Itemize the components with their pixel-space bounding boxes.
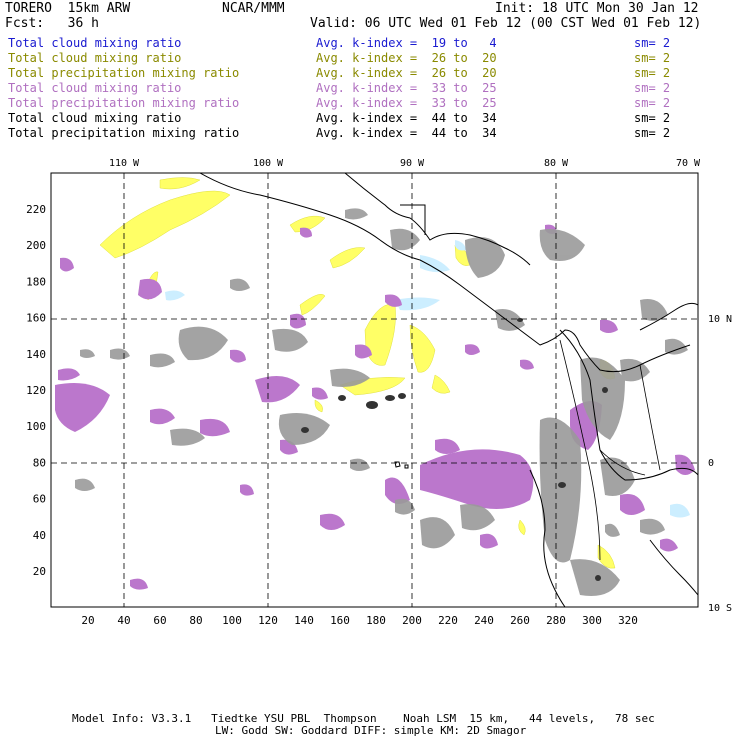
- x-tick-160: 160: [330, 614, 350, 627]
- x-tick-240: 240: [474, 614, 494, 627]
- lon-label-2: 90 W: [400, 158, 425, 169]
- x-tick-140: 140: [294, 614, 314, 627]
- y-tick-80: 80: [33, 456, 46, 469]
- y-tick-20: 20: [33, 565, 46, 578]
- lon-label-0: 110 W: [109, 158, 140, 169]
- dark-cores: [301, 318, 608, 581]
- legend-index-3: Avg. k-index = 26 to 20: [316, 66, 497, 80]
- map-svg: 20 40 60 80 100 120 140 160 180 200 220 240 260 280 30…: [26, 158, 732, 627]
- init-time: Init: 18 UTC Mon 30 Jan 12: [495, 1, 699, 16]
- x-tick-120: 120: [258, 614, 278, 627]
- map-frame: [50, 172, 699, 608]
- legend-sm-4: sm= 2: [634, 81, 671, 95]
- x-tick-300: 300: [582, 614, 602, 627]
- lat-label-0: 10 N: [708, 314, 732, 325]
- legend-field-3: Total precipitation mixing ratio: [8, 66, 240, 80]
- forecast-hour: Fcst: 36 h: [5, 16, 99, 31]
- legend-index-1: Avg. k-index = 19 to 4: [316, 36, 497, 50]
- y-tick-100: 100: [26, 420, 46, 433]
- legend-field-4: Total cloud mixing ratio: [8, 81, 182, 95]
- x-tick-60: 60: [153, 614, 166, 627]
- y-tick-labels: 20 40 60 80 100 120 140 160 180 200 220: [26, 203, 46, 578]
- longitude-labels: 110 W 100 W 90 W 80 W 70 W: [109, 158, 701, 169]
- y-tick-40: 40: [33, 529, 46, 542]
- model-info-line-1: Model Info: V3.3.1 Tiedtke YSU PBL Thomp…: [72, 712, 655, 725]
- forecast-map: 20 40 60 80 100 120 140 160 180 200 220 240 260 280 30…: [0, 150, 740, 630]
- field-layer: [55, 173, 698, 607]
- legend-sm-7: sm= 2: [634, 126, 671, 140]
- legend-field-7: Total precipitation mixing ratio: [8, 126, 240, 140]
- legend-index-7: Avg. k-index = 44 to 34: [316, 126, 497, 140]
- legend-index-2: Avg. k-index = 26 to 20: [316, 51, 497, 65]
- lat-lon-grid: [51, 173, 698, 607]
- borders: [559, 339, 661, 561]
- legend-field-6: Total cloud mixing ratio: [8, 111, 182, 125]
- y-tick-160: 160: [26, 312, 46, 325]
- x-tick-180: 180: [366, 614, 386, 627]
- lat-label-1: 0: [708, 458, 714, 469]
- legend-sm-1: sm= 2: [634, 36, 671, 50]
- x-tick-260: 260: [510, 614, 530, 627]
- y-tick-60: 60: [33, 493, 46, 506]
- lon-label-3: 80 W: [544, 158, 569, 169]
- legend-sm-5: sm= 2: [634, 96, 671, 110]
- lon-label-1: 100 W: [253, 158, 284, 169]
- legend-index-4: Avg. k-index = 33 to 25: [316, 81, 497, 95]
- x-tick-20: 20: [81, 614, 94, 627]
- legend-field-2: Total cloud mixing ratio: [8, 51, 182, 65]
- x-tick-280: 280: [546, 614, 566, 627]
- y-tick-180: 180: [26, 275, 46, 288]
- legend-field-1: Total cloud mixing ratio: [8, 36, 182, 50]
- gray-field: [75, 208, 688, 596]
- valid-time: Valid: 06 UTC Wed 01 Feb 12 (00 CST Wed …: [310, 16, 702, 31]
- lat-label-2: 10 S: [708, 603, 732, 614]
- x-tick-40: 40: [117, 614, 130, 627]
- y-tick-220: 220: [26, 203, 46, 216]
- y-tick-200: 200: [26, 239, 46, 252]
- legend-sm-3: sm= 2: [634, 66, 671, 80]
- latitude-labels: 10 N 0 10 S: [708, 314, 732, 614]
- center-label: NCAR/MMM: [222, 1, 285, 16]
- y-tick-120: 120: [26, 384, 46, 397]
- x-tick-200: 200: [402, 614, 422, 627]
- x-tick-320: 320: [618, 614, 638, 627]
- x-tick-80: 80: [189, 614, 202, 627]
- coastline: [199, 173, 698, 607]
- legend-index-5: Avg. k-index = 33 to 25: [316, 96, 497, 110]
- lon-label-4: 70 W: [676, 158, 701, 169]
- model-info-line-2: LW: Godd SW: Goddard DIFF: simple KM: 2D…: [215, 724, 527, 737]
- legend-sm-6: sm= 2: [634, 111, 671, 125]
- y-tick-140: 140: [26, 348, 46, 361]
- x-tick-100: 100: [222, 614, 242, 627]
- cyan-field: [165, 240, 690, 518]
- x-tick-labels: 20 40 60 80 100 120 140 160 180 200 220 240 260 280 30…: [81, 614, 638, 627]
- legend-sm-2: sm= 2: [634, 51, 671, 65]
- legend-index-6: Avg. k-index = 44 to 34: [316, 111, 497, 125]
- x-tick-220: 220: [438, 614, 458, 627]
- legend-field-5: Total precipitation mixing ratio: [8, 96, 240, 110]
- model-title: TORERO 15km ARW: [5, 1, 131, 16]
